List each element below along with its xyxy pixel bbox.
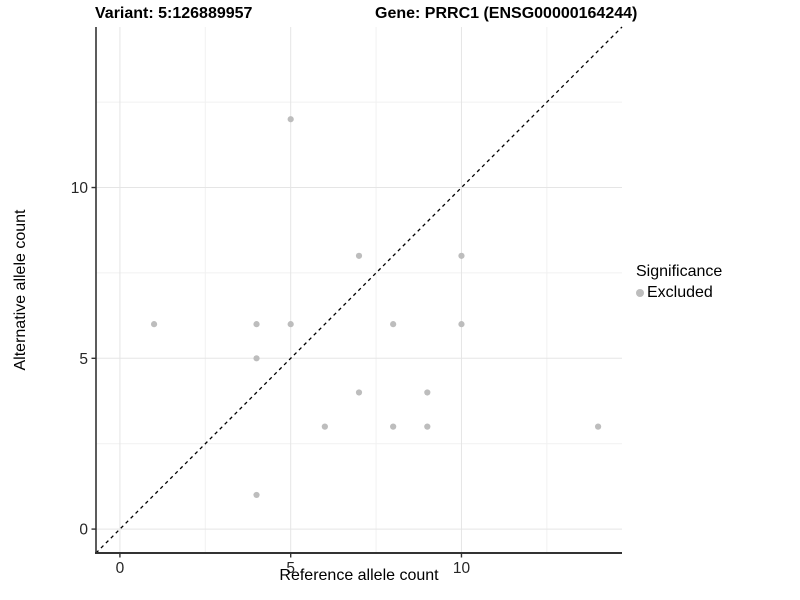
legend-item-label: Excluded bbox=[647, 284, 713, 301]
y-tick-label: 5 bbox=[79, 351, 88, 368]
legend-title: Significance bbox=[636, 263, 723, 280]
data-point bbox=[150, 321, 158, 328]
data-point bbox=[287, 321, 294, 328]
data-point bbox=[458, 252, 465, 259]
legend: Significance Excluded bbox=[636, 263, 722, 302]
data-point bbox=[424, 389, 431, 396]
plot-title-gene: Gene: PRRC1 (ENSG00000164244) bbox=[375, 5, 638, 22]
data-point bbox=[253, 321, 260, 328]
y-tick-label: 10 bbox=[71, 180, 89, 197]
data-point bbox=[355, 389, 363, 396]
legend-point-icon bbox=[636, 289, 644, 297]
x-axis-label: Reference allele count bbox=[279, 567, 439, 584]
x-tick-label: 5 bbox=[286, 560, 295, 577]
data-point bbox=[458, 321, 465, 328]
data-point bbox=[390, 423, 397, 430]
identity-line bbox=[95, 26, 623, 554]
y-tick-label: 0 bbox=[79, 522, 88, 539]
plot-title-variant: Variant: 5:126889957 bbox=[95, 5, 253, 22]
data-point bbox=[321, 423, 328, 430]
data-point bbox=[287, 116, 294, 123]
data-point bbox=[253, 355, 260, 362]
data-point bbox=[424, 423, 431, 430]
x-tick-label: 10 bbox=[453, 560, 471, 577]
y-axis-label: Alternative allele count bbox=[12, 209, 29, 371]
data-point bbox=[253, 491, 260, 499]
x-tick-label: 0 bbox=[116, 560, 125, 577]
data-point bbox=[355, 252, 363, 259]
data-point bbox=[594, 423, 602, 430]
data-point bbox=[390, 321, 397, 328]
legend-item-excluded: Excluded bbox=[636, 284, 722, 302]
